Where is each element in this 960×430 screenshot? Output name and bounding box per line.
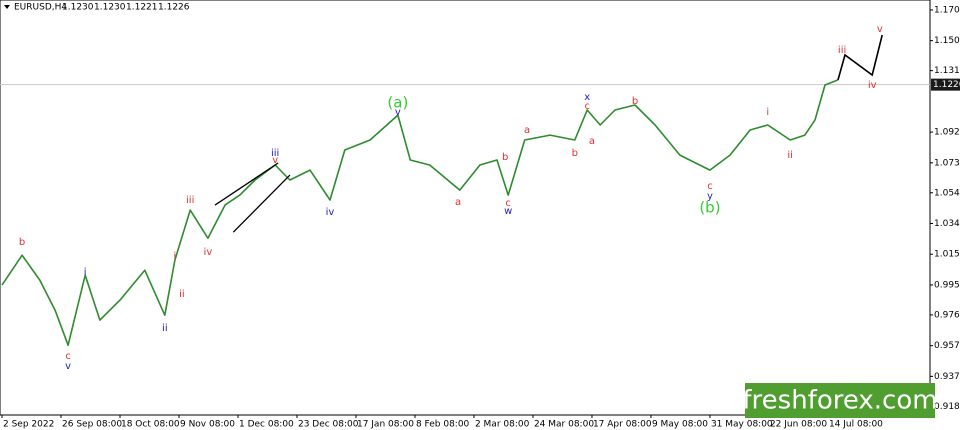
wave-projection xyxy=(837,34,883,81)
wave-label: ii xyxy=(179,289,185,300)
wave-label: b xyxy=(572,148,578,159)
quote-value: 1.1226 xyxy=(158,3,190,13)
watermark-box xyxy=(745,383,935,418)
wave-label: a xyxy=(589,136,595,147)
y-tick-label: 0.9765 xyxy=(934,310,960,320)
wave-label: c xyxy=(707,181,713,192)
wave-label: iv xyxy=(326,207,335,218)
x-tick-label: 2 Mar 08:00 xyxy=(475,420,530,430)
last-price-label: 1.1226 xyxy=(933,80,960,90)
y-tick-label: 1.0345 xyxy=(934,219,960,229)
x-tick-label: 23 Dec 08:00 xyxy=(298,420,359,430)
y-tick-label: 1.0925 xyxy=(934,128,960,138)
x-tick-label: 2 Sep 2022 xyxy=(3,420,54,430)
wave-label: i xyxy=(173,251,176,262)
x-tick-label: 22 Jun 08:00 xyxy=(770,420,827,430)
y-tick-label: 0.9375 xyxy=(934,372,960,382)
y-tick-label: 1.1700 xyxy=(934,5,960,15)
quote-value: 1.1230 xyxy=(62,3,94,13)
wave-label: b xyxy=(632,96,638,107)
y-tick-label: 0.9185 xyxy=(934,402,960,412)
x-tick-label: 17 Apr 08:00 xyxy=(593,420,652,430)
trendline xyxy=(232,174,291,233)
wave-label: (a) xyxy=(387,93,408,111)
wave-label: c xyxy=(65,351,71,362)
wave-label: iii xyxy=(186,195,194,206)
x-tick-label: 8 Feb 08:00 xyxy=(416,420,470,430)
wave-label: w xyxy=(504,206,512,217)
x-tick-label: 1 Dec 08:00 xyxy=(239,420,294,430)
trendline xyxy=(214,162,279,206)
wave-label: y xyxy=(707,191,713,202)
x-tick-label: 26 Sep 08:00 xyxy=(62,420,122,430)
x-tick-label: 9 Nov 08:00 xyxy=(180,420,235,430)
x-tick-label: 18 Oct 08:00 xyxy=(121,420,180,430)
wave-label: v xyxy=(272,155,278,166)
wave-label: x xyxy=(584,92,590,103)
wave-label: a xyxy=(455,197,461,208)
watermark: freshforex.com xyxy=(742,386,937,416)
y-tick-label: 0.9955 xyxy=(934,280,960,290)
wave-label: iv xyxy=(204,247,213,258)
wave-label: a xyxy=(524,125,530,136)
x-tick-label: 17 Jan 08:00 xyxy=(357,420,414,430)
symbol-title: EURUSD,H4 xyxy=(14,3,67,13)
y-tick-label: 1.0540 xyxy=(934,188,960,198)
quote-value: 1.1230 xyxy=(94,3,126,13)
x-tick-label: 24 Mar 08:00 xyxy=(534,420,594,430)
x-tick-label: 9 May 08:00 xyxy=(652,420,708,430)
wave-label: v xyxy=(877,24,883,35)
header-arrow xyxy=(4,5,10,9)
wave-label: (b) xyxy=(699,199,720,217)
x-tick-label: 14 Jul 08:00 xyxy=(829,420,883,430)
wave-label: ii xyxy=(787,150,793,161)
wave-label: i xyxy=(766,107,769,118)
wave-label: i xyxy=(84,267,87,278)
y-tick-label: 1.1315 xyxy=(934,66,960,76)
wave-label: c xyxy=(584,101,590,112)
wave-label: c xyxy=(505,198,511,209)
wave-label: iv xyxy=(868,80,877,91)
wave-label: b xyxy=(502,152,508,163)
wave-label: v xyxy=(395,107,401,118)
quote-value: 1.1221 xyxy=(126,3,158,13)
wave-label: ii xyxy=(162,323,168,334)
wave-label: v xyxy=(65,361,71,372)
wave-label: iii xyxy=(838,45,846,56)
last-price-box xyxy=(931,78,960,91)
y-tick-label: 1.1505 xyxy=(934,36,960,46)
plot-frame xyxy=(0,0,931,416)
x-tick-label: 31 May 08:00 xyxy=(711,420,773,430)
price-line xyxy=(1,79,839,346)
y-tick-label: 1.0730 xyxy=(934,158,960,168)
wave-label: iii xyxy=(271,148,279,159)
wave-label: b xyxy=(19,237,25,248)
